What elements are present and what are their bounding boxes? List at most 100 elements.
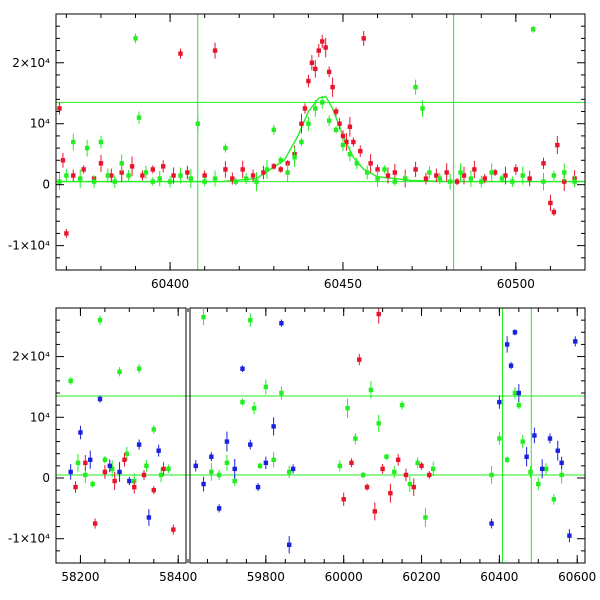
point-green-60 — [562, 170, 567, 175]
point-red-51 — [423, 176, 429, 181]
point-green-45 — [413, 84, 418, 90]
point-blue-22 — [286, 542, 292, 547]
point-green-42 — [382, 167, 387, 172]
point-green-55 — [510, 179, 515, 184]
point-red-54 — [454, 179, 460, 184]
point-blue-5 — [117, 469, 122, 475]
point-green-6 — [110, 466, 115, 472]
point-green-10 — [136, 366, 142, 371]
point-green-10 — [126, 173, 131, 178]
point-red-45 — [368, 161, 373, 166]
point-green-36 — [333, 127, 339, 133]
point-blue-17 — [248, 442, 253, 447]
point-red-17 — [380, 466, 385, 472]
point-green-3 — [90, 481, 95, 487]
point-red-43 — [358, 148, 363, 154]
point-green-4 — [84, 145, 90, 151]
point-blue-12 — [209, 454, 214, 459]
series-green — [68, 309, 564, 527]
point-red-18 — [388, 490, 393, 496]
point-blue-31 — [532, 433, 537, 438]
point-red-40 — [344, 139, 349, 145]
point-green-5 — [102, 457, 108, 462]
point-red-10 — [140, 173, 145, 178]
point-red-13 — [171, 173, 176, 178]
point-green-42 — [497, 436, 502, 441]
point-blue-32 — [539, 466, 545, 472]
point-green-40 — [364, 170, 370, 175]
xtick-label: 60600 — [558, 570, 596, 584]
point-green-33 — [376, 421, 381, 426]
plot-frame-right — [189, 307, 586, 564]
point-red-44 — [361, 36, 366, 41]
ytick-label: 2×10⁴ — [12, 350, 50, 364]
point-green-43 — [504, 457, 510, 462]
xtick-label: 60450 — [324, 277, 362, 291]
point-green-39 — [354, 161, 360, 166]
point-blue-37 — [573, 339, 578, 344]
point-red-41 — [347, 124, 353, 129]
point-red-34 — [323, 45, 328, 50]
point-red-9 — [161, 466, 166, 472]
point-red-21 — [250, 173, 256, 178]
point-red-57 — [482, 176, 487, 181]
point-red-8 — [151, 487, 156, 493]
point-red-42 — [351, 139, 356, 145]
point-green-59 — [551, 173, 557, 178]
point-red-66 — [562, 179, 567, 184]
plot-area — [56, 14, 585, 270]
point-green-23 — [257, 463, 263, 469]
point-green-35 — [392, 469, 397, 475]
point-red-18 — [223, 167, 228, 172]
series-red — [57, 30, 577, 238]
point-green-45 — [516, 402, 522, 408]
point-blue-13 — [216, 506, 222, 511]
point-red-6 — [98, 161, 104, 166]
point-red-3 — [71, 173, 76, 178]
point-red-15 — [185, 170, 190, 175]
point-green-34 — [384, 454, 389, 459]
point-blue-16 — [240, 366, 245, 371]
point-green-31 — [360, 472, 366, 478]
point-green-0 — [57, 179, 62, 184]
xtick-label: 60500 — [497, 277, 535, 291]
xtick-label: 60400 — [151, 277, 189, 291]
point-blue-15 — [232, 466, 237, 472]
point-red-65 — [555, 142, 560, 148]
point-green-23 — [233, 179, 238, 184]
point-blue-27 — [508, 363, 514, 368]
series-green — [57, 25, 577, 192]
point-red-62 — [541, 161, 546, 166]
point-green-35 — [326, 118, 332, 123]
point-green-13 — [158, 472, 164, 478]
point-blue-35 — [559, 460, 564, 466]
point-green-58 — [541, 179, 546, 184]
point-green-46 — [420, 106, 425, 111]
point-red-22 — [261, 170, 266, 175]
point-red-48 — [392, 170, 398, 175]
point-green-21 — [212, 176, 218, 181]
point-green-17 — [178, 173, 183, 178]
point-green-43 — [392, 179, 398, 184]
point-blue-14 — [224, 439, 230, 444]
point-blue-36 — [567, 533, 572, 538]
point-green-12 — [151, 427, 156, 432]
point-blue-6 — [127, 478, 132, 484]
point-green-7 — [117, 369, 122, 374]
bottom-panel: -1×10⁴ 0 10⁴ 2×10⁴ 58200 58400 59800 60000 60200… — [8, 307, 596, 584]
point-red-47 — [385, 173, 391, 178]
point-blue-34 — [555, 448, 560, 453]
point-blue-26 — [504, 342, 510, 347]
point-red-60 — [513, 167, 519, 172]
point-green-22 — [223, 145, 228, 151]
series-blue — [68, 319, 578, 554]
plot-area — [56, 308, 585, 563]
point-red-59 — [503, 173, 508, 178]
point-green-14 — [150, 179, 156, 184]
point-red-38 — [337, 121, 342, 126]
point-green-44 — [403, 176, 408, 181]
point-green-38 — [347, 151, 353, 157]
point-green-52 — [479, 179, 484, 184]
point-green-19 — [195, 121, 200, 126]
point-blue-24 — [489, 521, 494, 526]
